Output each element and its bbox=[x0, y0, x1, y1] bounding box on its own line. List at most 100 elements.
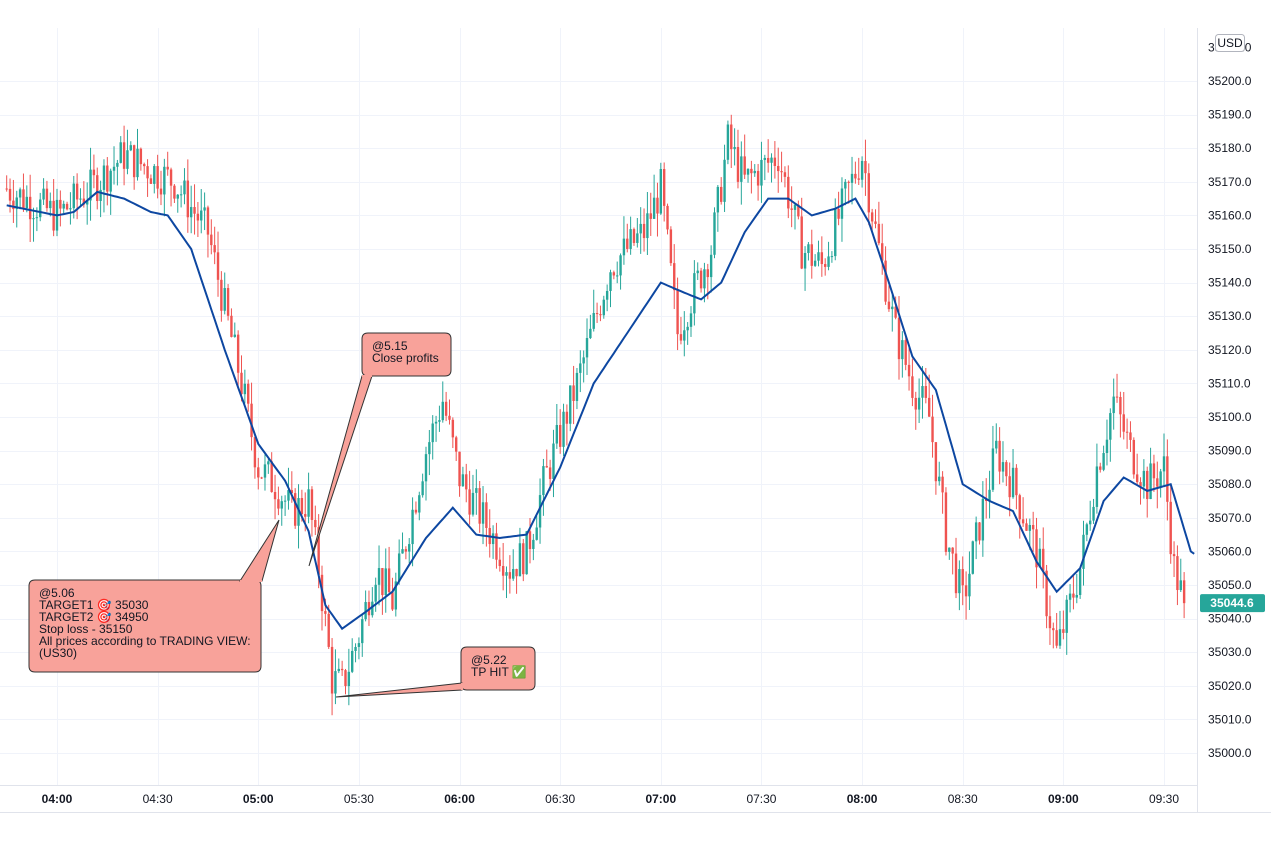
candle-body bbox=[854, 173, 857, 179]
candle-body bbox=[216, 252, 220, 280]
candle-body bbox=[777, 165, 780, 172]
candle-body bbox=[257, 467, 260, 478]
candle-body bbox=[223, 288, 226, 311]
candle-body bbox=[1011, 467, 1015, 498]
candle-body bbox=[807, 244, 810, 254]
candle-body bbox=[834, 208, 837, 257]
candle-body bbox=[49, 200, 52, 209]
candle-body bbox=[1109, 413, 1112, 440]
candle-body bbox=[253, 437, 257, 468]
entry-callout-line: @5.06 bbox=[39, 586, 75, 600]
candle-body bbox=[384, 568, 387, 596]
candle-body bbox=[1129, 432, 1132, 440]
candle-body bbox=[844, 181, 847, 189]
candle-body bbox=[746, 168, 750, 175]
candle-body bbox=[304, 514, 307, 517]
candle-body bbox=[240, 372, 243, 395]
candle-body bbox=[881, 243, 884, 261]
candle-body bbox=[72, 183, 75, 209]
candle-body bbox=[1005, 462, 1008, 477]
candle-body bbox=[535, 527, 538, 540]
price-tick-label: 35170.0 bbox=[1208, 175, 1252, 189]
candle-body bbox=[277, 499, 280, 509]
close-profits-callout-line: @5.15 bbox=[372, 339, 408, 353]
candle-body bbox=[971, 541, 974, 574]
candle-body bbox=[998, 440, 1001, 472]
candle-body bbox=[840, 188, 844, 219]
time-tick-label: 04:00 bbox=[42, 792, 73, 806]
candle-body bbox=[515, 569, 518, 577]
candle-body bbox=[39, 199, 42, 218]
candle-body bbox=[428, 442, 431, 455]
time-axis[interactable]: 04:00 04:30 05:00 05:30 06:00 06:30 07:00 07:30… bbox=[0, 785, 1271, 813]
candle-body bbox=[69, 208, 72, 210]
candle-body bbox=[1139, 482, 1142, 487]
candle-body bbox=[377, 568, 381, 585]
candle-body bbox=[1052, 628, 1055, 631]
candle-body bbox=[924, 386, 928, 398]
price-tick-label: 35060.0 bbox=[1208, 544, 1252, 558]
time-tick-label: 08:30 bbox=[948, 792, 978, 806]
candle-body bbox=[1018, 495, 1021, 520]
candle-body bbox=[907, 364, 911, 377]
candle-body bbox=[599, 314, 602, 316]
candle-body bbox=[572, 385, 575, 401]
candle-body bbox=[1015, 467, 1018, 496]
candle-body bbox=[709, 254, 713, 278]
candle-body bbox=[904, 340, 907, 365]
time-tick-label: 06:00 bbox=[444, 792, 475, 806]
candle-body bbox=[444, 401, 448, 416]
candle-body bbox=[780, 171, 783, 173]
candle-body bbox=[1176, 556, 1179, 591]
candle-body bbox=[1082, 534, 1085, 569]
candle-body bbox=[609, 272, 612, 291]
candle-body bbox=[183, 180, 186, 195]
candle-body bbox=[558, 425, 562, 447]
price-tick-label: 35110.0 bbox=[1208, 376, 1251, 390]
candle-body bbox=[619, 255, 622, 276]
time-tick-label: 05:00 bbox=[243, 792, 274, 806]
candle-body bbox=[330, 646, 334, 694]
candle-body bbox=[391, 592, 394, 610]
candle-body bbox=[79, 198, 82, 200]
candle-body bbox=[236, 334, 240, 373]
candle-body bbox=[89, 169, 92, 201]
price-tick-label: 35040.0 bbox=[1208, 612, 1252, 626]
usd-currency-button[interactable]: USD bbox=[1215, 34, 1245, 52]
candle-body bbox=[525, 531, 528, 575]
candle-body bbox=[1078, 568, 1082, 595]
candle-body bbox=[99, 189, 102, 201]
close-profits-callout-line: Close profits bbox=[372, 351, 439, 365]
candle-body bbox=[951, 547, 954, 554]
candle-body bbox=[45, 188, 49, 209]
candle-body bbox=[156, 166, 159, 189]
candle-body bbox=[203, 207, 206, 211]
candle-body bbox=[666, 205, 669, 230]
candle-body bbox=[431, 423, 434, 443]
candle-body bbox=[569, 385, 572, 424]
candle-body bbox=[18, 189, 22, 198]
candle-body bbox=[649, 213, 652, 219]
candle-body bbox=[371, 601, 374, 616]
moving-average-line bbox=[6, 190, 1195, 631]
candle-body bbox=[867, 173, 870, 213]
candle-body bbox=[210, 234, 213, 246]
candle-body bbox=[941, 476, 944, 493]
candle-body bbox=[562, 411, 565, 447]
candle-body bbox=[200, 210, 203, 221]
entry-callout-line: TARGET2 🎯 34950 bbox=[39, 610, 149, 624]
candle-body bbox=[699, 270, 703, 289]
candle-body bbox=[273, 491, 277, 500]
price-axis[interactable]: 35000.0 35010.0 35020.0 35030.0 35040.0 35050… bbox=[1197, 28, 1252, 813]
price-tick-label: 35000.0 bbox=[1208, 746, 1252, 760]
candle-body bbox=[1099, 466, 1102, 470]
entry-callout-line: Stop loss - 35150 bbox=[39, 622, 133, 636]
candle-body bbox=[797, 204, 800, 217]
candle-body bbox=[991, 448, 995, 490]
candle-body bbox=[1169, 501, 1172, 555]
